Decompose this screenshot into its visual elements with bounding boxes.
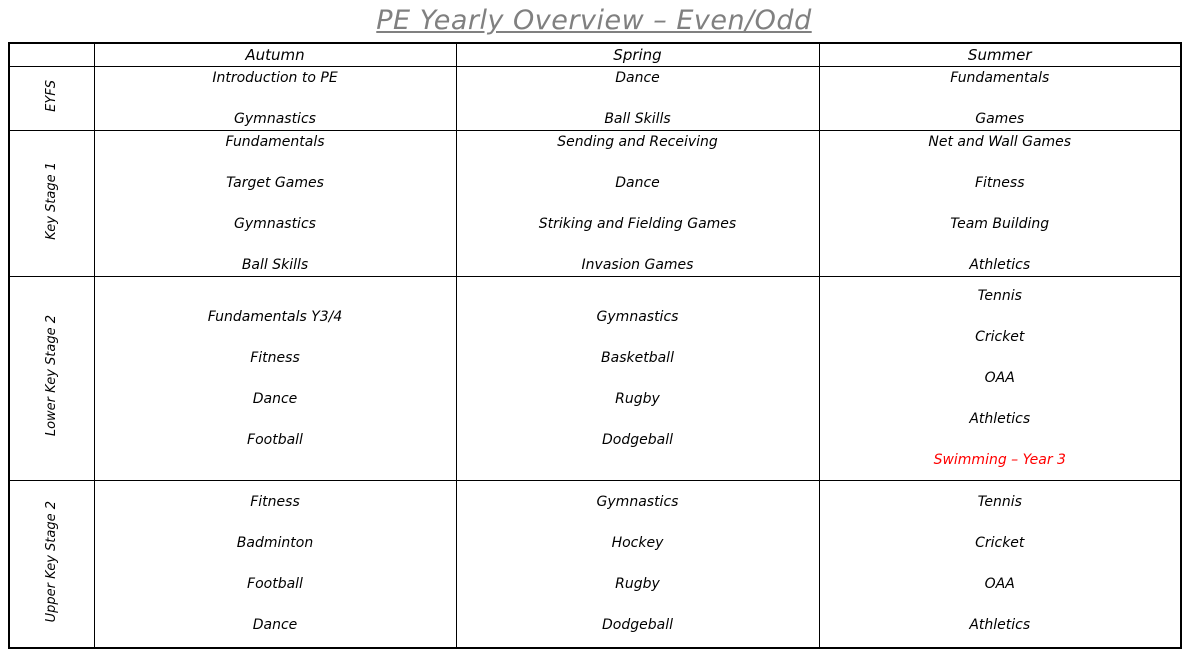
column-header-autumn: Autumn <box>93 42 457 67</box>
unit-item: Ball Skills <box>604 110 671 127</box>
unit-item: Dance <box>615 69 660 86</box>
unit-stack: Net and Wall Games Fitness Team Building At… <box>820 132 1181 275</box>
unit-stack: Sending and Receiving Dance Striking and F… <box>457 132 819 275</box>
unit-stack: Fundamentals Games <box>820 68 1181 129</box>
unit-cell-spring: Gymnastics Hockey Rugby Dodgeball <box>455 479 820 649</box>
unit-item: Cricket <box>975 329 1025 345</box>
table-row: Key Stage 1 Fundamentals Target Games Gymna… <box>8 129 1182 277</box>
unit-stack: Tennis Cricket OAA Athletics <box>820 492 1181 635</box>
unit-cell-autumn: Fundamentals Target Games Gymnastics Ball S… <box>93 129 457 277</box>
unit-stack: Fundamentals Target Games Gymnastics Ball S… <box>95 132 456 275</box>
unit-item: Swimming – Year 3 <box>933 452 1066 468</box>
unit-item: Gymnastics <box>596 308 679 325</box>
unit-cell-summer: Fundamentals Games <box>818 65 1182 131</box>
unit-stack: Gymnastics Hockey Rugby Dodgeball <box>457 492 819 635</box>
unit-stack: Dance Ball Skills <box>457 68 819 129</box>
row-label: Upper Key Stage 2 <box>44 501 60 623</box>
unit-item: Rugby <box>615 576 660 593</box>
unit-item: Football <box>247 431 303 448</box>
unit-item: Dance <box>252 617 298 634</box>
row-label: Lower Key Stage 2 <box>44 315 60 437</box>
unit-item: Fitness <box>250 494 300 511</box>
unit-stack: Gymnastics Basketball Rugby Dodgeball <box>457 307 819 450</box>
row-label-cell: Lower Key Stage 2 <box>8 275 95 481</box>
pe-yearly-overview-table: Autumn Spring Summer EYFS Introduction to… <box>8 42 1182 649</box>
table-row: Lower Key Stage 2 Fundamentals Y3/4 Fitnes… <box>8 275 1182 481</box>
unit-item: Fitness <box>250 349 300 366</box>
table-header-row: Autumn Spring Summer <box>8 42 1182 67</box>
unit-stack: Fitness Badminton Football Dance <box>95 492 456 635</box>
row-label-cell: Key Stage 1 <box>8 129 95 277</box>
unit-item: Basketball <box>601 349 674 366</box>
unit-cell-autumn: Fundamentals Y3/4 Fitness Dance Football <box>93 275 457 481</box>
table-row: Upper Key Stage 2 Fitness Badminton Footbal… <box>8 479 1182 649</box>
column-header-spring: Spring <box>455 42 820 67</box>
unit-item: Invasion Games <box>581 256 694 273</box>
row-label-cell: EYFS <box>8 65 95 131</box>
column-header-summer: Summer <box>818 42 1182 67</box>
unit-item: Dance <box>615 174 660 191</box>
row-label: EYFS <box>44 80 60 112</box>
unit-cell-summer: Net and Wall Games Fitness Team Building At… <box>818 129 1182 277</box>
unit-item: Fundamentals Y3/4 <box>207 308 343 325</box>
unit-item: Dodgeball <box>602 617 673 634</box>
unit-item: Ball Skills <box>241 256 309 273</box>
unit-cell-summer: Tennis Cricket OAA Athletics Swimming – Year… <box>818 275 1182 481</box>
unit-item: Net and Wall Games <box>928 133 1072 150</box>
unit-item: Gymnastics <box>234 110 316 127</box>
unit-cell-autumn: Introduction to PE Gymnastics <box>93 65 457 131</box>
unit-item: Rugby <box>615 390 660 407</box>
unit-stack: Tennis Cricket OAA Athletics Swimming – Year… <box>820 286 1181 470</box>
unit-cell-spring: Dance Ball Skills <box>455 65 820 131</box>
unit-item: Gymnastics <box>596 494 679 511</box>
unit-item: Athletics <box>969 256 1031 273</box>
unit-stack: Fundamentals Y3/4 Fitness Dance Football <box>95 307 456 450</box>
unit-item: Introduction to PE <box>212 69 338 86</box>
unit-item: Striking and Fielding Games <box>538 215 737 232</box>
corner-header-cell <box>8 42 95 67</box>
unit-item: Fitness <box>974 174 1025 191</box>
page-title: PE Yearly Overview – Even/Odd <box>376 5 812 36</box>
unit-item: Gymnastics <box>234 215 316 232</box>
unit-cell-autumn: Fitness Badminton Football Dance <box>93 479 457 649</box>
unit-item: Athletics <box>969 617 1031 634</box>
unit-item: Team Building <box>950 215 1050 232</box>
unit-item: Dodgeball <box>602 431 673 448</box>
unit-item: Fundamentals <box>225 133 325 150</box>
unit-item: Games <box>975 110 1025 127</box>
unit-item: Fundamentals <box>950 69 1050 86</box>
unit-item: Dance <box>252 390 298 407</box>
pe-table-body: EYFS Introduction to PE Gymnastics Dance Bal… <box>8 65 1182 649</box>
unit-item: OAA <box>984 370 1015 386</box>
unit-item: Sending and Receiving <box>557 133 718 150</box>
unit-item: Athletics <box>969 411 1031 427</box>
unit-item: Hockey <box>611 535 664 552</box>
unit-cell-summer: Tennis Cricket OAA Athletics <box>818 479 1182 649</box>
unit-item: Target Games <box>226 174 324 191</box>
unit-item: Tennis <box>977 288 1022 304</box>
unit-item: Badminton <box>236 535 314 552</box>
table-row: EYFS Introduction to PE Gymnastics Dance Bal… <box>8 65 1182 131</box>
unit-stack: Introduction to PE Gymnastics <box>95 68 456 129</box>
unit-item: Football <box>247 576 303 593</box>
unit-item: OAA <box>984 576 1015 593</box>
unit-item: Tennis <box>977 494 1022 511</box>
unit-item: Cricket <box>975 535 1025 552</box>
row-label-cell: Upper Key Stage 2 <box>8 479 95 649</box>
unit-cell-spring: Sending and Receiving Dance Striking and F… <box>455 129 820 277</box>
row-label: Key Stage 1 <box>44 162 60 240</box>
unit-cell-spring: Gymnastics Basketball Rugby Dodgeball <box>455 275 820 481</box>
